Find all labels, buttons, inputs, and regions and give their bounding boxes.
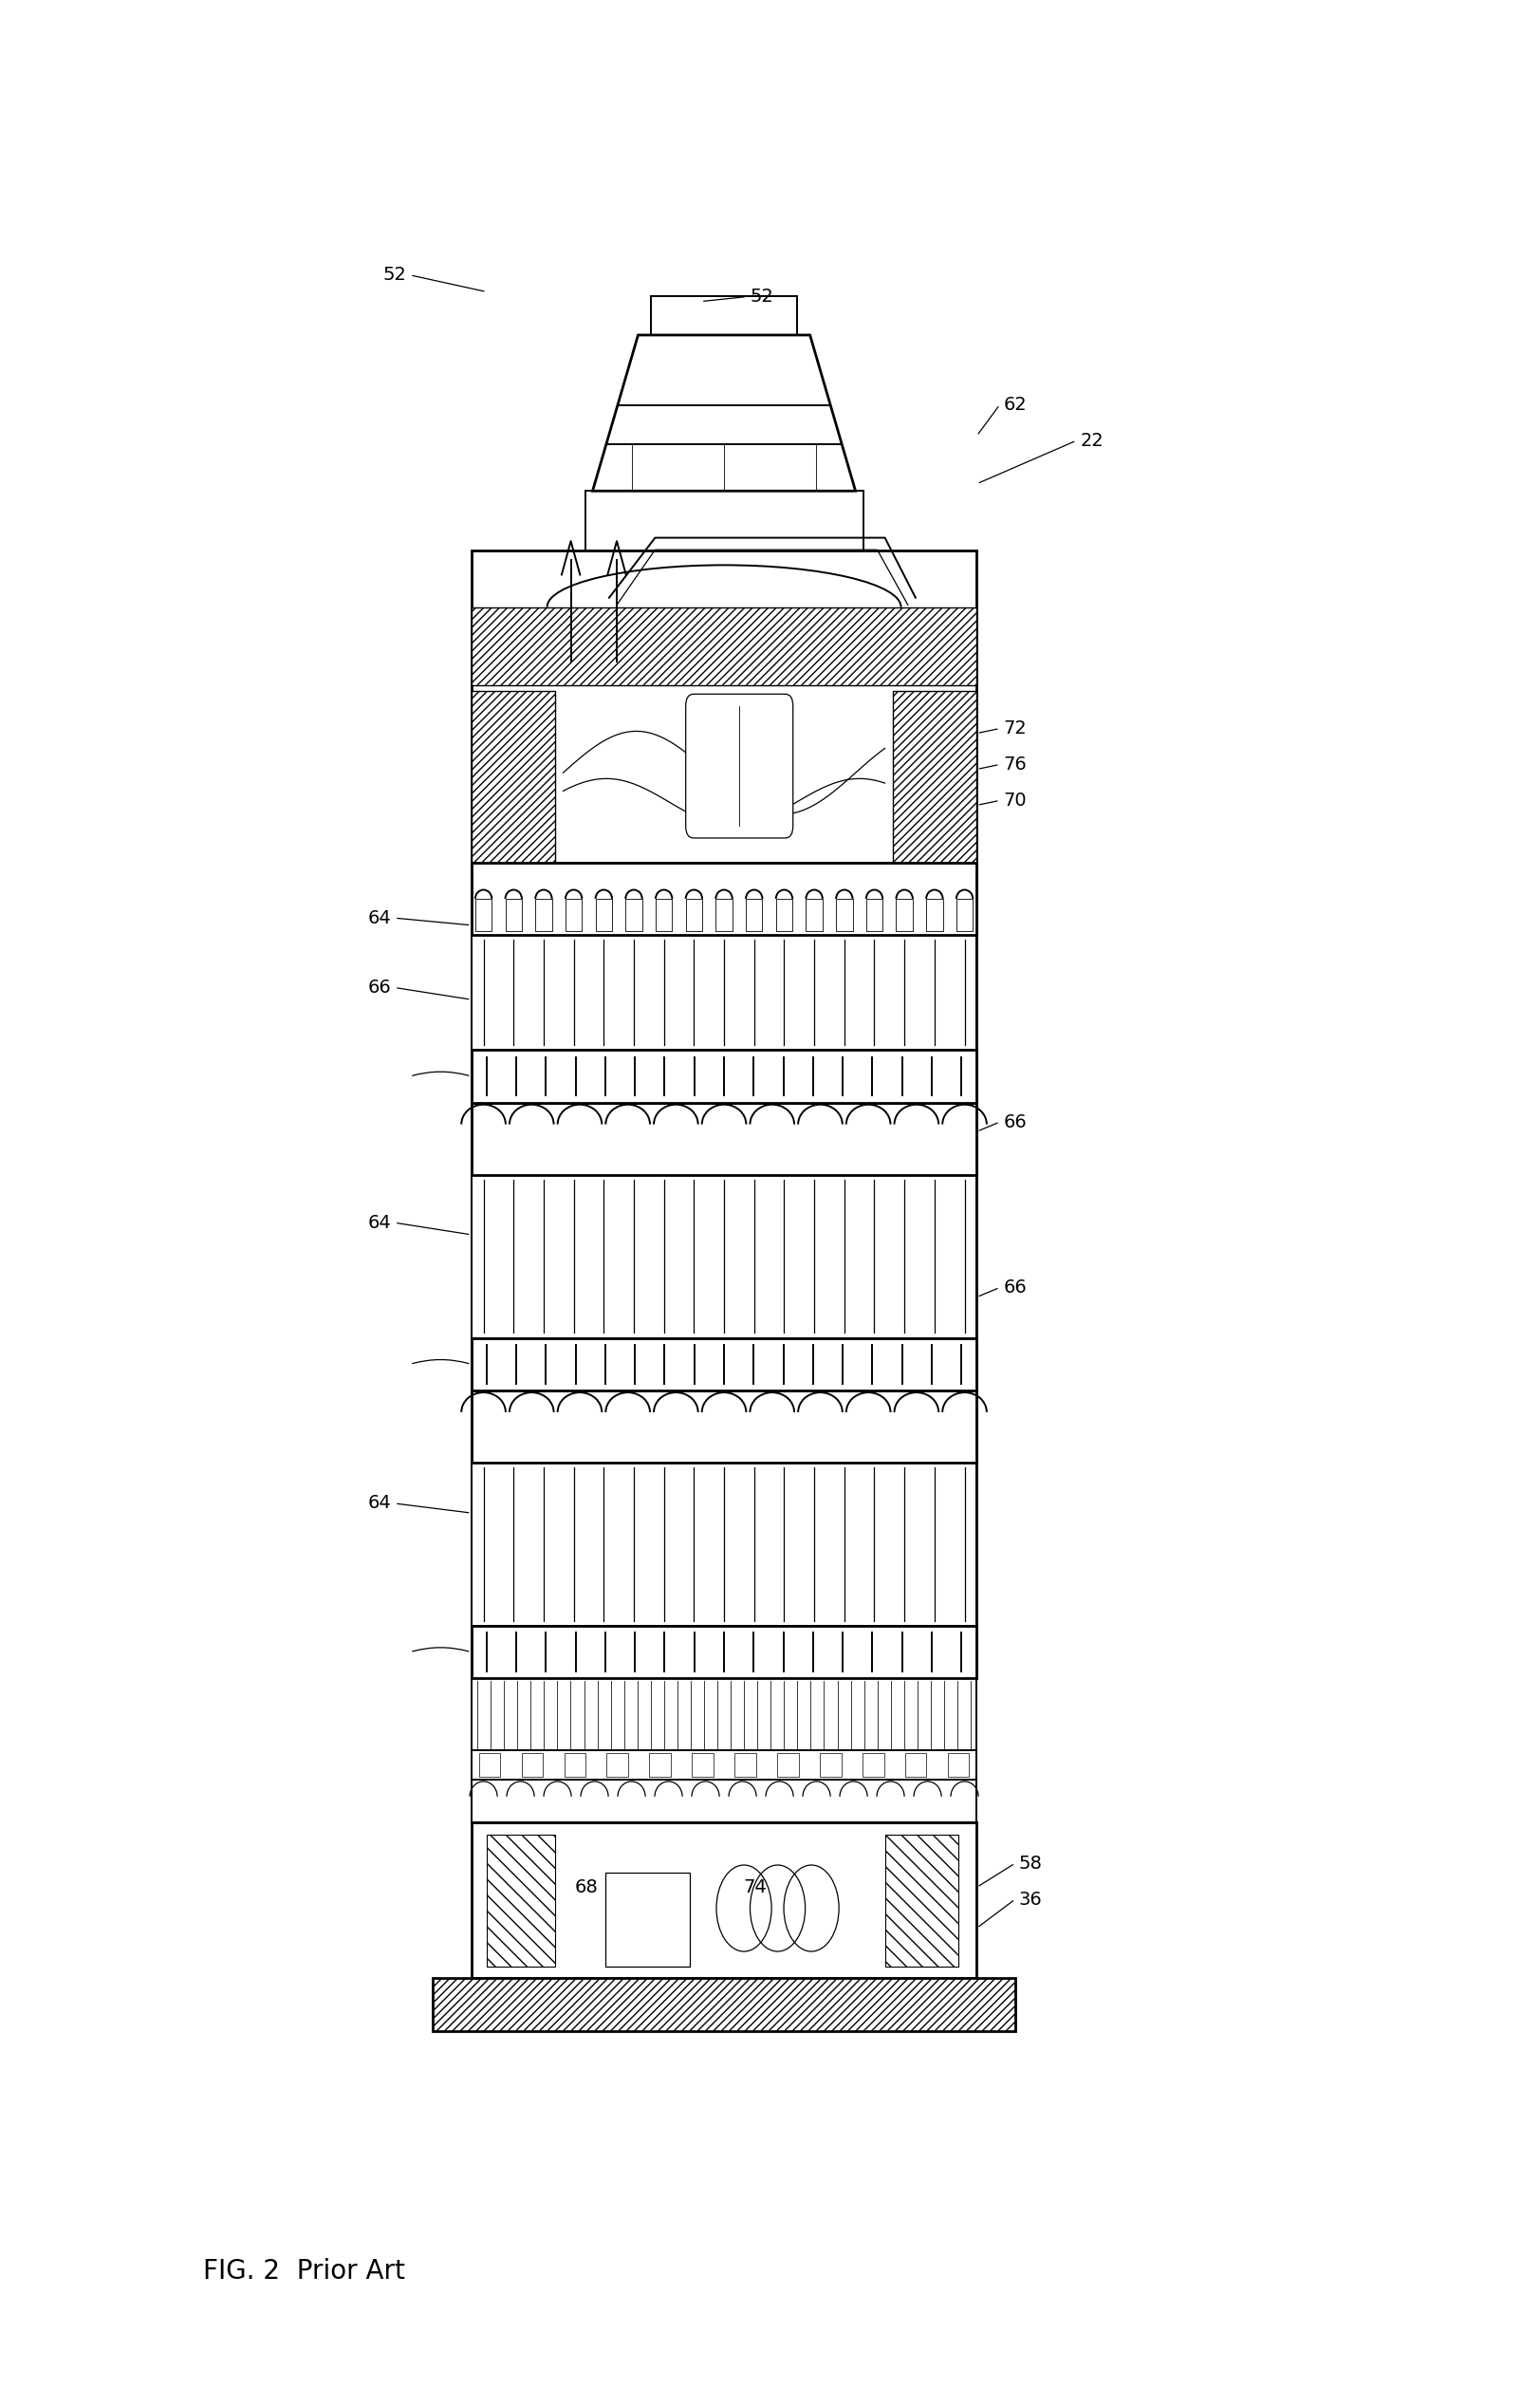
Bar (487, 1834, 556, 1967)
Bar (596, 898, 611, 932)
Bar (691, 1752, 713, 1776)
Bar (776, 898, 793, 932)
Bar (893, 691, 976, 862)
Bar (471, 551, 976, 862)
Bar (656, 898, 671, 932)
Bar (685, 898, 702, 932)
Bar (471, 1338, 976, 1391)
Bar (471, 1750, 976, 1779)
Bar (885, 1834, 958, 1967)
Bar (471, 691, 556, 862)
Text: 66: 66 (1004, 1278, 1027, 1297)
Bar (862, 1752, 884, 1776)
Text: 58: 58 (1018, 1853, 1043, 1873)
Bar (471, 607, 976, 686)
Text: 62: 62 (1004, 395, 1027, 414)
Bar (471, 1175, 976, 1338)
Text: 22: 22 (1080, 431, 1104, 450)
Text: 52: 52 (383, 267, 407, 284)
Bar (865, 898, 882, 932)
Bar (476, 898, 491, 932)
Bar (471, 1678, 976, 1750)
Text: 64: 64 (368, 1213, 391, 1232)
Text: 64: 64 (368, 910, 391, 927)
Bar (471, 1463, 976, 1625)
Text: 70: 70 (1004, 792, 1027, 809)
Bar (479, 1752, 500, 1776)
Bar (716, 898, 733, 932)
Text: 52: 52 (750, 286, 775, 306)
Text: 66: 66 (368, 980, 391, 996)
Bar (471, 1102, 976, 1175)
Text: 72: 72 (1004, 720, 1027, 737)
FancyBboxPatch shape (685, 693, 793, 838)
Bar (650, 1752, 671, 1776)
Bar (956, 898, 973, 932)
Bar (471, 1779, 976, 1822)
Bar (471, 862, 976, 934)
Bar (433, 1979, 1015, 2032)
Bar (607, 1752, 628, 1776)
Polygon shape (593, 335, 856, 491)
Bar (896, 898, 913, 932)
Bar (522, 1752, 544, 1776)
Bar (778, 1752, 799, 1776)
Bar (836, 898, 853, 932)
Bar (906, 1752, 927, 1776)
Bar (625, 898, 642, 932)
Bar (536, 898, 551, 932)
Bar (926, 898, 942, 932)
Bar (471, 1822, 976, 1979)
Bar (471, 1625, 976, 1678)
Bar (564, 1752, 585, 1776)
Bar (471, 1391, 976, 1463)
Bar (471, 934, 976, 1049)
Bar (605, 1873, 690, 1967)
Text: 76: 76 (1004, 756, 1027, 773)
Bar (471, 1049, 976, 1102)
Bar (819, 1752, 841, 1776)
Bar (805, 898, 822, 932)
Text: 64: 64 (368, 1495, 391, 1512)
Text: 36: 36 (1019, 1889, 1043, 1909)
Bar (947, 1752, 969, 1776)
Bar (651, 296, 798, 335)
Bar (565, 898, 582, 932)
Text: 68: 68 (574, 1877, 598, 1897)
Text: 66: 66 (1004, 1112, 1027, 1131)
Bar (505, 898, 522, 932)
Bar (745, 898, 762, 932)
Bar (585, 491, 862, 551)
Text: 74: 74 (742, 1877, 767, 1897)
Text: FIG. 2  Prior Art: FIG. 2 Prior Art (203, 2258, 405, 2284)
Bar (735, 1752, 756, 1776)
